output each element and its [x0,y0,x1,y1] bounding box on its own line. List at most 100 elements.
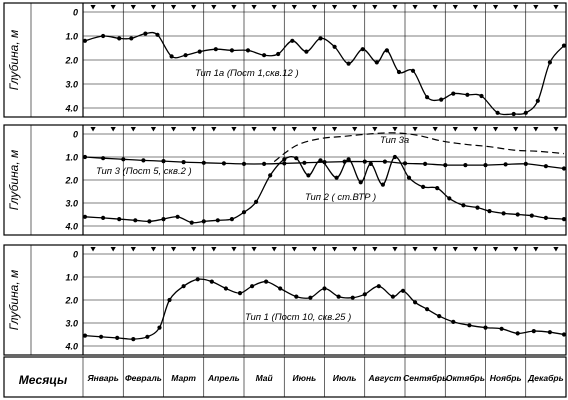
data-point [82,38,88,43]
observation-marker [472,247,479,252]
data-point [392,154,397,160]
data-point [483,163,488,168]
observation-markers [90,247,559,252]
observation-marker [492,5,499,10]
observation-marker [452,247,458,252]
data-point [529,213,534,218]
observation-marker [311,247,318,252]
observation-marker [432,127,438,132]
observation-marker [251,5,257,10]
data-point [82,214,88,219]
data-point [501,211,506,216]
data-point [346,157,351,162]
observation-marker [150,247,157,252]
y-tick-label: 0 [73,8,78,18]
data-point [141,158,146,163]
observation-marker [432,5,438,10]
data-point [465,92,470,97]
observation-marker [412,5,418,10]
data-point [531,329,536,334]
data-point [332,44,337,49]
data-point [101,215,106,220]
observation-marker [291,127,297,132]
data-point [143,31,148,36]
month-label: Март [171,373,196,383]
observation-marker [311,5,318,10]
y-tick-label: 1.0 [65,153,78,163]
data-point [82,333,88,338]
observation-marker [372,247,378,252]
data-point [245,48,251,53]
observation-marker [231,5,237,10]
series-line [273,132,565,163]
observation-marker [251,247,257,252]
observation-marker [533,5,539,10]
y-tick-label: 4.0 [64,222,78,232]
observation-marker [191,247,197,252]
data-point [396,69,402,75]
series-label: Тип 1а (Пост 1,скв.12 ) [195,68,299,79]
data-point [523,110,528,115]
data-point [467,323,472,328]
data-point [495,110,500,115]
data-point [425,95,430,100]
observation-marker [331,127,338,132]
observation-marker [90,247,96,252]
observation-marker [211,127,217,132]
observation-marker [492,247,499,252]
data-point [511,111,516,117]
observation-marker [533,247,539,252]
observation-marker [372,5,378,10]
data-point [181,160,186,165]
month-label: Октябрь [446,373,485,383]
months-row: Месяцы Январь Февраль Март Апрель Май Июнь Июл… [3,356,567,398]
data-point [101,33,106,39]
observation-marker [110,5,116,10]
data-point [229,217,234,222]
observation-marker [492,127,499,132]
observation-marker [170,247,177,252]
observation-marker [372,127,378,132]
observation-marker [432,247,438,252]
data-point [451,319,456,324]
series-2: Тип 2 ( ст.ВТР ) [82,154,567,225]
observation-marker [271,5,277,10]
observation-marker [170,127,177,132]
y-axis-label: Глубина, м [7,150,21,211]
y-axis-label: Глубина, м [7,270,21,331]
data-point [201,219,206,224]
data-point [223,286,228,291]
data-point [131,337,136,342]
data-point [308,295,313,300]
observation-marker [150,127,157,132]
data-point [547,330,553,335]
series-label: Тип 1 (Пост 10, скв.25 ) [245,312,351,323]
data-point [374,60,379,65]
series-1: Тип 3 (Пост 5, скв.2 ) [82,154,567,177]
observation-marker [352,127,358,132]
data-point [237,291,243,296]
data-point [435,186,440,191]
data-point [499,326,504,331]
series-3: Тип 3а [273,132,565,163]
series-1: Тип 1а (Пост 1,скв.12 ) [82,31,567,117]
observation-marker [513,127,519,132]
data-point [437,314,442,319]
observation-markers [90,5,559,10]
panels: 0 1.0 2.0 3.0 4.0 Глубина, м Тип 1а (Пост 1,ск… [3,2,567,356]
data-point [262,161,267,166]
y-tick-label: 3.0 [65,199,78,209]
data-point [276,51,281,57]
data-point [304,49,309,54]
month-label: Сентябрь [403,373,447,383]
data-point [241,210,247,215]
data-point [169,54,174,59]
data-point [543,215,549,220]
observation-marker [412,127,418,132]
data-point [425,307,430,312]
y-tick-label: 4.0 [64,104,78,114]
month-label: Июнь [293,373,317,383]
observation-marker [231,247,237,252]
data-point [241,161,247,166]
data-point [221,161,226,166]
